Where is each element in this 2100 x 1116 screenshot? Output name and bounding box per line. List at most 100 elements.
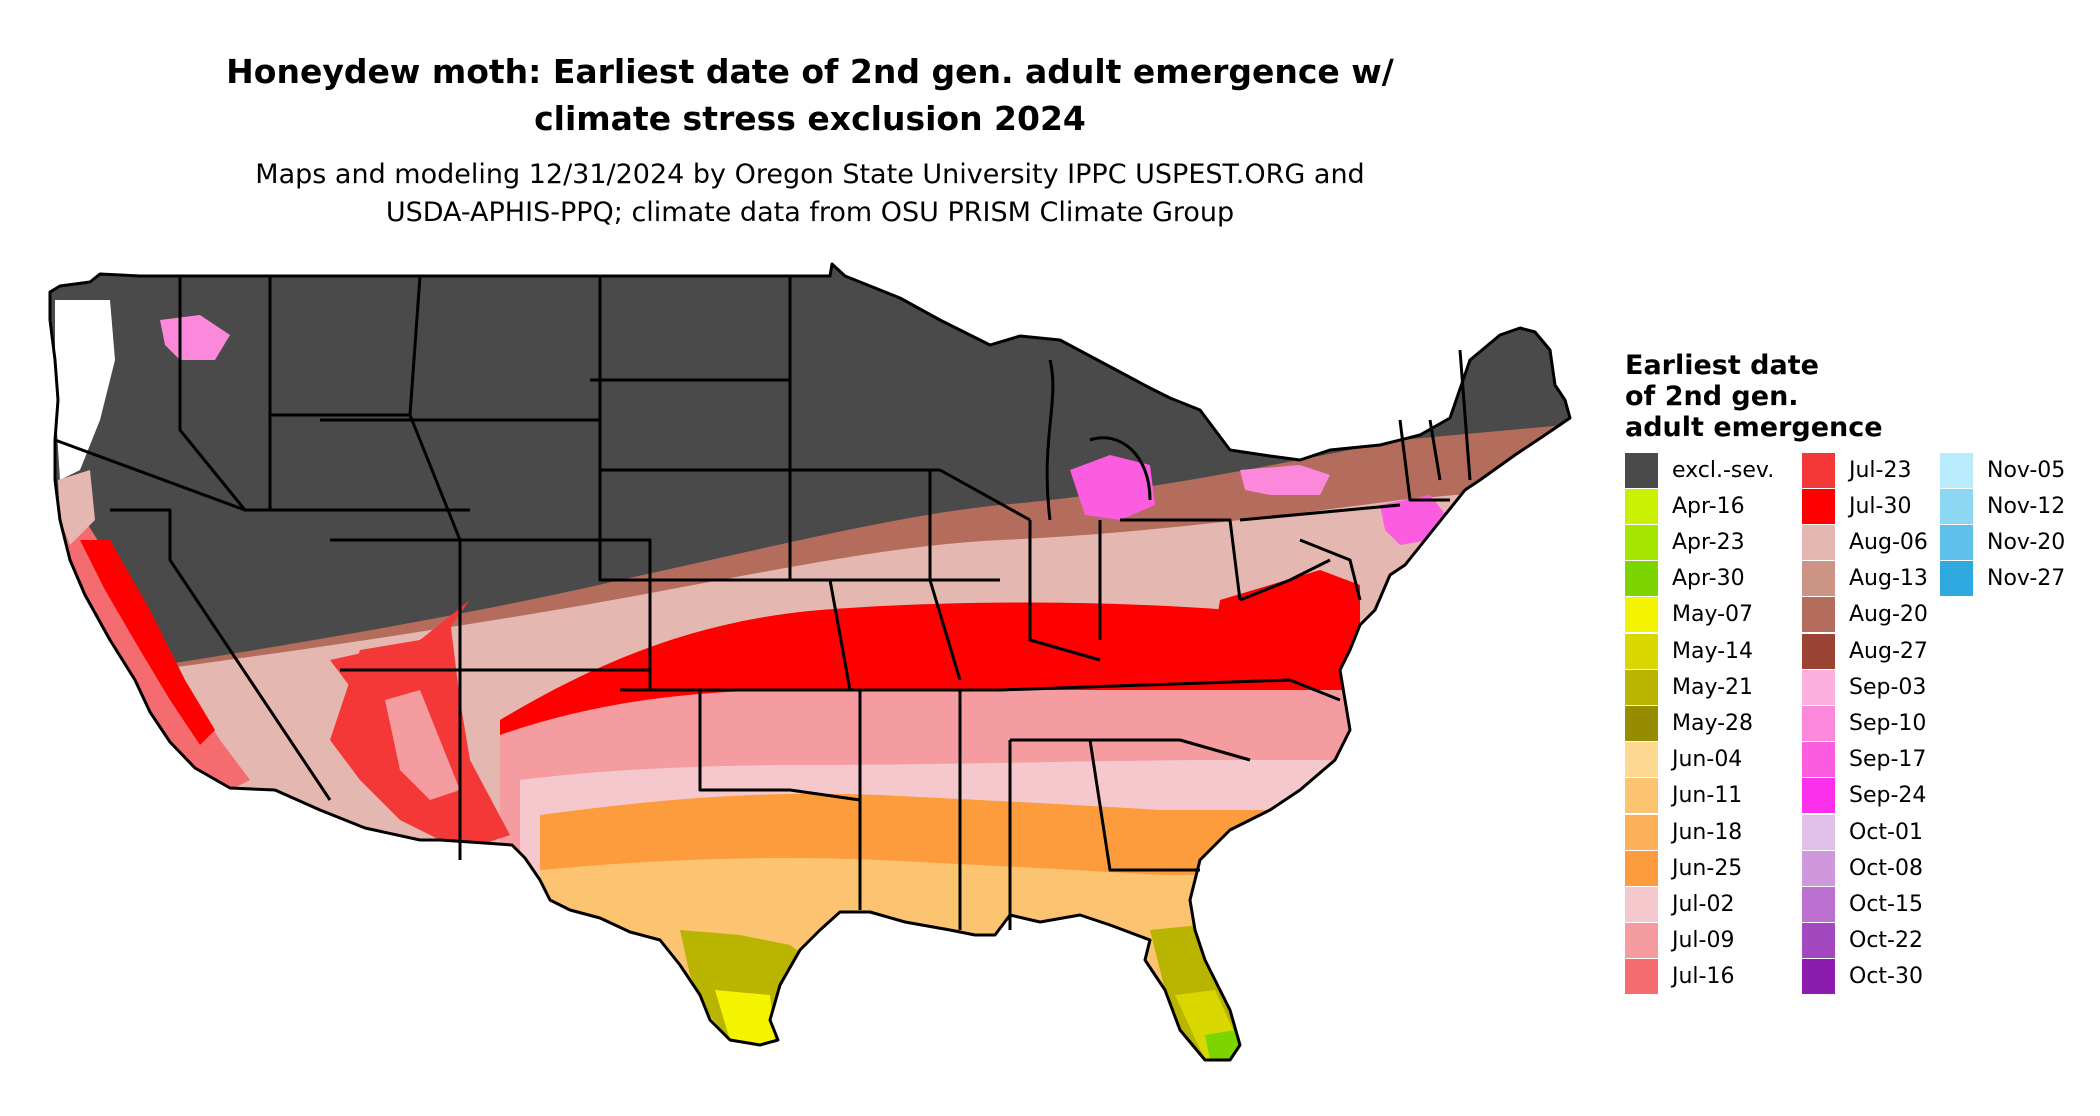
map-title: Honeydew moth: Earliest date of 2nd gen.… bbox=[0, 48, 1620, 142]
legend-item: Sep-03 bbox=[1802, 669, 1926, 705]
legend-item: May-07 bbox=[1625, 597, 1753, 633]
legend-item: Oct-15 bbox=[1802, 886, 1923, 922]
legend-label: Jul-16 bbox=[1672, 964, 1735, 990]
legend-swatch bbox=[1625, 742, 1658, 778]
legend-swatch bbox=[1940, 561, 1973, 597]
legend-item: Jul-23 bbox=[1802, 452, 1911, 488]
legend-item: May-28 bbox=[1625, 705, 1753, 741]
legend-swatch bbox=[1802, 633, 1835, 669]
legend-label: Jul-30 bbox=[1849, 493, 1912, 519]
legend-item: Jul-16 bbox=[1625, 959, 1734, 995]
legend-label: Aug-06 bbox=[1849, 529, 1928, 555]
legend-item: Nov-05 bbox=[1940, 452, 2065, 488]
legend-label: Apr-30 bbox=[1672, 566, 1745, 592]
legend-item: Sep-17 bbox=[1802, 742, 1926, 778]
legend-swatch bbox=[1802, 488, 1835, 524]
legend-swatch bbox=[1802, 561, 1835, 597]
legend-swatch bbox=[1940, 452, 1973, 488]
legend-swatch bbox=[1802, 452, 1835, 488]
legend-item: Jun-25 bbox=[1625, 850, 1742, 886]
legend-swatch bbox=[1625, 633, 1658, 669]
us-map bbox=[48, 262, 1572, 1062]
legend-item: Nov-12 bbox=[1940, 488, 2065, 524]
legend-swatch bbox=[1625, 923, 1658, 959]
state-boundaries bbox=[48, 262, 1572, 1062]
legend-label: Oct-15 bbox=[1849, 891, 1923, 917]
legend-label: Sep-10 bbox=[1849, 710, 1927, 736]
legend-label: Apr-16 bbox=[1672, 493, 1745, 519]
map-subtitle-line-2: USDA-APHIS-PPQ; climate data from OSU PR… bbox=[385, 197, 1235, 228]
legend-swatch bbox=[1625, 705, 1658, 741]
legend-item: Aug-13 bbox=[1802, 561, 1928, 597]
legend-swatch bbox=[1802, 705, 1835, 741]
legend-item: Nov-27 bbox=[1940, 561, 2065, 597]
legend-swatch bbox=[1802, 923, 1835, 959]
legend-swatch bbox=[1625, 886, 1658, 922]
legend-item: Oct-22 bbox=[1802, 923, 1923, 959]
legend-swatch bbox=[1802, 814, 1835, 850]
legend-item: Oct-30 bbox=[1802, 959, 1923, 995]
legend-label: Nov-27 bbox=[1987, 566, 2066, 592]
legend-label: Jun-04 bbox=[1672, 747, 1743, 773]
legend-swatch bbox=[1802, 742, 1835, 778]
legend-swatch bbox=[1625, 669, 1658, 705]
legend-item: Jul-02 bbox=[1625, 886, 1734, 922]
legend-swatch bbox=[1625, 850, 1658, 886]
legend-swatch bbox=[1802, 524, 1835, 560]
legend-swatch bbox=[1625, 561, 1658, 597]
legend-label: Oct-08 bbox=[1849, 855, 1923, 881]
legend-label: Jun-18 bbox=[1672, 819, 1743, 845]
legend-label: Sep-24 bbox=[1849, 783, 1927, 809]
legend-item: Oct-08 bbox=[1802, 850, 1923, 886]
legend-swatch bbox=[1625, 778, 1658, 814]
legend-swatch bbox=[1802, 778, 1835, 814]
legend-item: Apr-30 bbox=[1625, 561, 1745, 597]
legend-label: May-28 bbox=[1672, 710, 1754, 736]
legend-label: excl.-sev. bbox=[1672, 457, 1775, 483]
legend-item: Aug-27 bbox=[1802, 633, 1928, 669]
legend-label: Jun-11 bbox=[1672, 783, 1743, 809]
legend-swatch bbox=[1802, 669, 1835, 705]
legend-label: Jul-02 bbox=[1672, 891, 1735, 917]
legend-swatch bbox=[1802, 886, 1835, 922]
legend-item: May-14 bbox=[1625, 633, 1753, 669]
legend-swatch bbox=[1625, 814, 1658, 850]
legend-label: Sep-03 bbox=[1849, 674, 1927, 700]
legend-item: Jun-04 bbox=[1625, 742, 1742, 778]
legend-swatch bbox=[1625, 452, 1658, 488]
legend-item: Sep-24 bbox=[1802, 778, 1926, 814]
legend-label: Nov-20 bbox=[1987, 529, 2066, 555]
legend-title-line-1: Earliest date bbox=[1625, 350, 1819, 381]
legend-swatch bbox=[1940, 524, 1973, 560]
legend-label: Jul-23 bbox=[1849, 457, 1912, 483]
legend-item: Apr-23 bbox=[1625, 524, 1745, 560]
legend-title-line-3: adult emergence bbox=[1625, 412, 1883, 443]
legend-label: Oct-30 bbox=[1849, 964, 1923, 990]
legend-item: Jul-09 bbox=[1625, 923, 1734, 959]
legend-item: Jun-11 bbox=[1625, 778, 1742, 814]
legend-label: May-07 bbox=[1672, 602, 1754, 628]
legend-label: Aug-27 bbox=[1849, 638, 1928, 664]
legend-item: Sep-10 bbox=[1802, 705, 1926, 741]
legend-label: Sep-17 bbox=[1849, 747, 1927, 773]
legend-label: Aug-13 bbox=[1849, 566, 1928, 592]
legend-item: Oct-01 bbox=[1802, 814, 1923, 850]
legend-item: excl.-sev. bbox=[1625, 452, 1774, 488]
legend-title: Earliest date of 2nd gen. adult emergenc… bbox=[1625, 350, 1883, 443]
legend-label: Apr-23 bbox=[1672, 529, 1745, 555]
legend-item: Aug-20 bbox=[1802, 597, 1928, 633]
map-title-line-1: Honeydew moth: Earliest date of 2nd gen.… bbox=[226, 52, 1394, 91]
map-subtitle-line-1: Maps and modeling 12/31/2024 by Oregon S… bbox=[255, 159, 1365, 190]
legend-swatch bbox=[1625, 488, 1658, 524]
legend-item: Jun-18 bbox=[1625, 814, 1742, 850]
map-title-line-2: climate stress exclusion 2024 bbox=[534, 99, 1086, 138]
legend-label: May-21 bbox=[1672, 674, 1754, 700]
legend-swatch bbox=[1802, 597, 1835, 633]
map-subtitle: Maps and modeling 12/31/2024 by Oregon S… bbox=[0, 156, 1620, 232]
legend-swatch bbox=[1802, 959, 1835, 995]
legend-label: Jul-09 bbox=[1672, 928, 1735, 954]
legend-item: Aug-06 bbox=[1802, 524, 1928, 560]
legend-item: Apr-16 bbox=[1625, 488, 1745, 524]
legend-title-line-2: of 2nd gen. bbox=[1625, 381, 1799, 412]
legend-item: Nov-20 bbox=[1940, 524, 2065, 560]
